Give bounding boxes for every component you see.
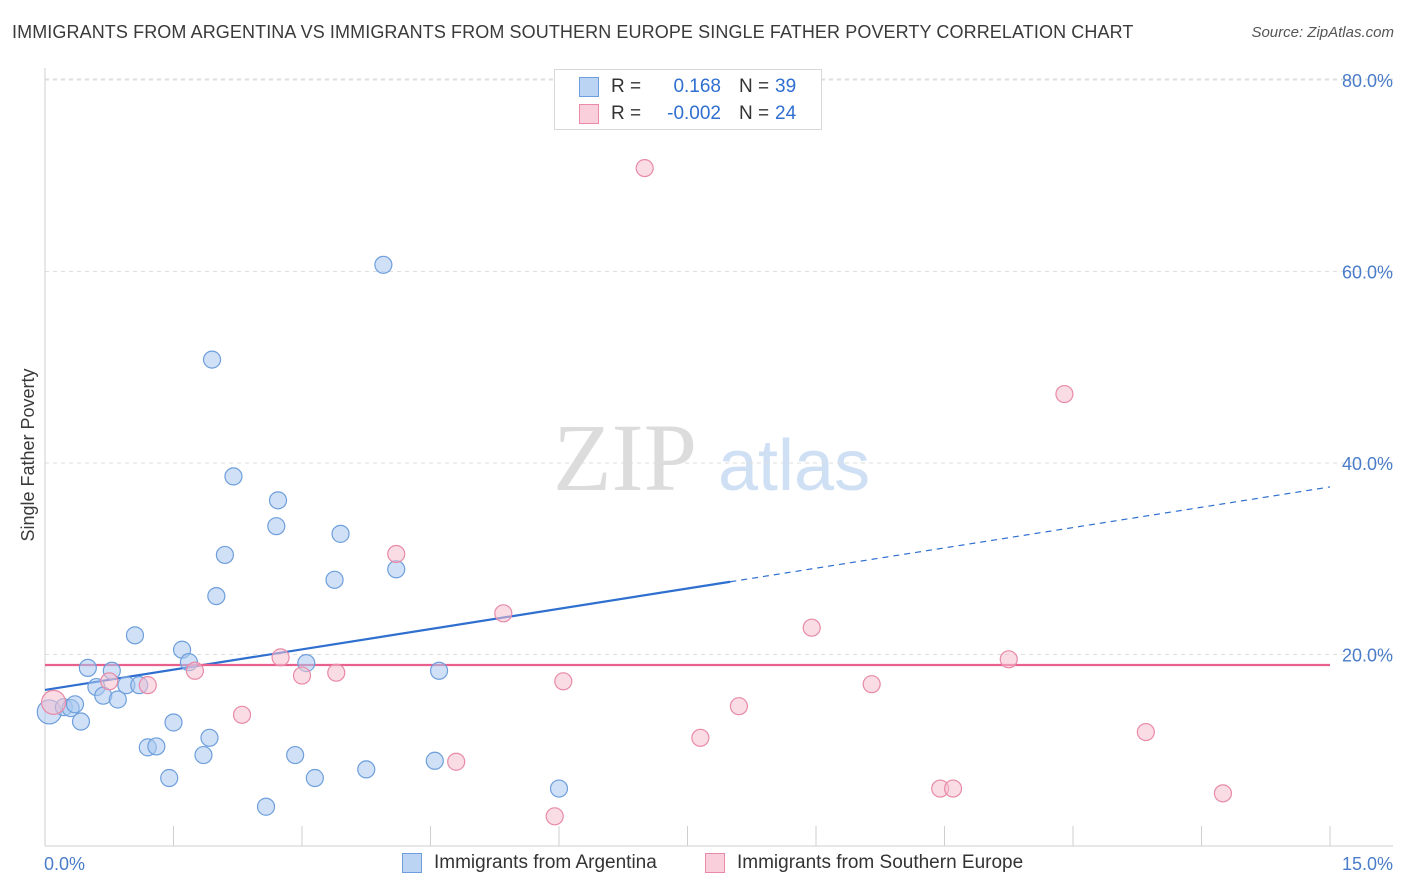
legend-swatch-argentina xyxy=(402,853,422,873)
point-argentina xyxy=(160,768,179,788)
series-legend: Immigrants from Argentina Immigrants fro… xyxy=(0,852,1406,878)
point-southern-europe xyxy=(635,158,654,178)
point-southern-europe xyxy=(862,675,881,694)
trend-lines xyxy=(44,486,1331,692)
legend-swatch-southern-europe xyxy=(705,853,725,873)
point-argentina xyxy=(256,797,276,816)
point-argentina xyxy=(357,760,376,779)
point-argentina xyxy=(207,586,226,606)
point-argentina xyxy=(147,737,166,756)
point-southern-europe xyxy=(1136,722,1155,742)
point-southern-europe xyxy=(447,752,466,771)
point-argentina xyxy=(224,467,243,486)
point-argentina xyxy=(108,690,127,709)
point-southern-europe xyxy=(729,697,749,716)
point-southern-europe xyxy=(943,779,963,798)
chart-title: IMMIGRANTS FROM ARGENTINA VS IMMIGRANTS … xyxy=(12,22,1134,42)
point-argentina xyxy=(268,491,288,510)
point-southern-europe xyxy=(691,728,710,747)
n-value: 39 xyxy=(775,76,797,97)
point-southern-europe xyxy=(138,676,157,695)
watermark: ZIP atlas xyxy=(553,404,870,511)
n-label: N = xyxy=(739,76,770,97)
legend-label-southern-europe: Immigrants from Southern Europe xyxy=(737,852,1024,873)
y-tick-label: 60.0% xyxy=(1342,263,1393,283)
source-credit: Source: ZipAtlas.com xyxy=(1251,24,1394,41)
correlation-legend: R = 0.168 N = 39 R = -0.002 N = 24 xyxy=(554,69,822,130)
point-argentina xyxy=(331,524,350,543)
point-argentina xyxy=(200,728,219,747)
y-tick-label: 40.0% xyxy=(1342,454,1393,474)
y-tick-label: 20.0% xyxy=(1342,646,1393,666)
point-southern-europe xyxy=(100,672,119,691)
n-label: N = xyxy=(739,103,770,124)
point-southern-europe xyxy=(494,604,513,623)
r-value: -0.002 xyxy=(667,103,721,124)
point-southern-europe xyxy=(802,618,821,637)
point-argentina xyxy=(194,745,213,765)
legend-swatch-southern-europe xyxy=(579,104,599,124)
point-argentina xyxy=(374,255,393,274)
legend-row-southern-europe: R = -0.002 N = 24 xyxy=(579,101,796,127)
point-southern-europe xyxy=(1213,784,1233,803)
watermark-atlas: atlas xyxy=(718,426,870,506)
point-argentina xyxy=(549,779,569,798)
data-points xyxy=(36,158,1233,826)
point-southern-europe xyxy=(1055,384,1074,404)
point-southern-europe xyxy=(554,672,573,691)
x-tick-label: 0.0% xyxy=(44,854,85,874)
point-argentina xyxy=(215,545,234,565)
point-argentina xyxy=(125,626,145,645)
legend-label-argentina: Immigrants from Argentina xyxy=(434,852,657,873)
point-argentina xyxy=(71,712,91,731)
point-southern-europe xyxy=(327,663,346,682)
point-argentina xyxy=(164,713,183,732)
trend-line-argentina-projection xyxy=(730,486,1331,583)
point-southern-europe xyxy=(545,807,564,826)
point-southern-europe xyxy=(40,689,67,715)
point-southern-europe xyxy=(271,648,290,667)
tick-labels: 20.0% 40.0% 60.0% 80.0% 0.0% 15.0% xyxy=(44,71,1393,874)
point-southern-europe xyxy=(232,705,252,724)
point-southern-europe xyxy=(292,666,312,685)
x-tick-label: 15.0% xyxy=(1342,854,1393,874)
point-argentina xyxy=(387,560,406,579)
point-argentina xyxy=(305,768,324,788)
point-argentina xyxy=(202,350,222,369)
point-argentina xyxy=(425,751,444,770)
point-argentina xyxy=(286,745,305,765)
point-southern-europe xyxy=(185,661,205,680)
point-southern-europe xyxy=(999,650,1018,669)
legend-item-argentina: Immigrants from Argentina xyxy=(402,852,657,874)
point-argentina xyxy=(267,517,286,536)
r-label: R = xyxy=(611,76,642,97)
point-argentina xyxy=(325,570,344,589)
r-label: R = xyxy=(611,103,642,124)
grid-lines xyxy=(45,78,1393,655)
watermark-zip: ZIP xyxy=(553,404,697,511)
point-southern-europe xyxy=(387,544,406,564)
y-tick-label: 80.0% xyxy=(1342,71,1393,91)
legend-row-argentina: R = 0.168 N = 39 xyxy=(579,74,796,100)
point-argentina xyxy=(65,695,85,714)
point-argentina xyxy=(78,658,97,678)
n-value: 24 xyxy=(775,103,797,124)
legend-swatch-argentina xyxy=(579,77,599,97)
legend-item-southern-europe: Immigrants from Southern Europe xyxy=(705,852,1023,874)
trend-line-argentina xyxy=(44,580,731,692)
point-argentina xyxy=(429,661,449,680)
y-axis-label: Single Father Poverty xyxy=(18,368,38,541)
r-value: 0.168 xyxy=(673,76,721,97)
